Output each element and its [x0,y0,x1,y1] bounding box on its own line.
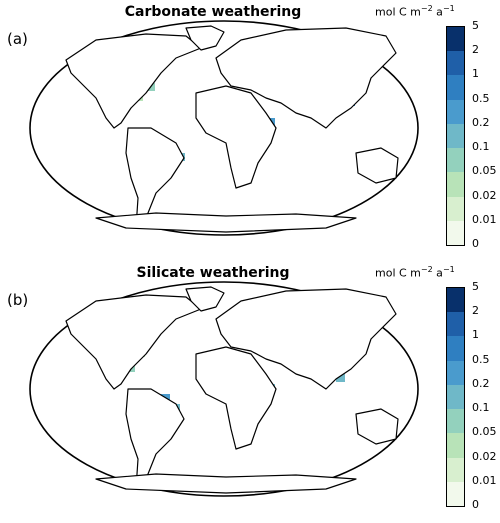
south-america [125,388,185,490]
greenland [185,286,225,312]
colorbar-tick-label: 0 [472,498,479,511]
colorbar-tick-label: 5 [472,280,479,293]
colorbar-tick-label: 2 [472,304,479,318]
australia [355,147,399,184]
colorbar-segment [447,433,464,459]
colorbar [446,287,465,507]
colorbar-segment [447,220,464,246]
world-map [29,20,419,236]
colorbar-tick-label: 0 [472,237,479,250]
colorbar-tick-label: 0.5 [472,91,490,105]
north-america [65,33,202,129]
north-america [65,294,202,390]
colorbar-tick-label: 1 [472,67,479,81]
colorbar-segment [447,123,464,149]
grid-cell [336,374,345,382]
eurasia [215,288,397,390]
colorbar-segment [447,312,464,337]
colorbar-segment [447,75,464,101]
africa [195,346,277,450]
colorbar-tick-label: 0.05 [472,164,497,178]
colorbar-segment [447,27,464,52]
panel-carbonate: Carbonate weathering (a) mol C m−2 a−1 5… [0,0,500,261]
eurasia [215,27,397,129]
colorbar-tick-label: 0.5 [472,352,490,366]
colorbar-tick-label: 0.2 [472,376,490,390]
colorbar-tick-label: 0.02 [472,188,497,202]
panel-silicate: Silicate weathering (b) mol C m−2 a−1 5 2… [0,261,500,522]
antarctica [95,212,357,233]
panel-label: (b) [7,291,29,309]
colorbar-segment [447,481,464,507]
colorbar-segment [447,172,464,198]
colorbar-tick-label: 0.02 [472,449,497,463]
south-america [125,127,185,229]
continents [65,25,399,233]
colorbar-tick-label: 2 [472,43,479,57]
colorbar-tick-label: 0.05 [472,425,497,439]
africa [195,85,277,189]
world-map [29,281,419,497]
colorbar-segment [447,457,464,483]
colorbar-tick-label: 5 [472,19,479,32]
panel-title: Carbonate weathering [124,4,302,20]
antarctica [95,473,357,494]
units-label: mol C m−2 a−1 [375,4,455,19]
colorbar-segment [447,409,464,434]
panel-label: (a) [7,30,28,48]
continents [65,286,399,494]
colorbar-segment [447,99,464,125]
greenland [185,25,225,51]
colorbar-segment [447,51,464,76]
colorbar-tick-label: 0.01 [472,212,497,226]
colorbar-segment [447,288,464,313]
colorbar-tick-label: 0.1 [472,401,490,415]
colorbar-tick-label: 0.1 [472,140,490,154]
colorbar [446,26,465,246]
colorbar-segment [447,196,464,222]
units-label: mol C m−2 a−1 [375,265,455,280]
colorbar-segment [447,148,464,173]
colorbar-segment [447,360,464,386]
panel-title: Silicate weathering [136,265,290,281]
colorbar-tick-label: 0.01 [472,473,497,487]
australia [355,408,399,445]
colorbar-tick-label: 0.2 [472,115,490,129]
colorbar-segment [447,384,464,410]
colorbar-segment [447,336,464,362]
colorbar-tick-label: 1 [472,328,479,342]
